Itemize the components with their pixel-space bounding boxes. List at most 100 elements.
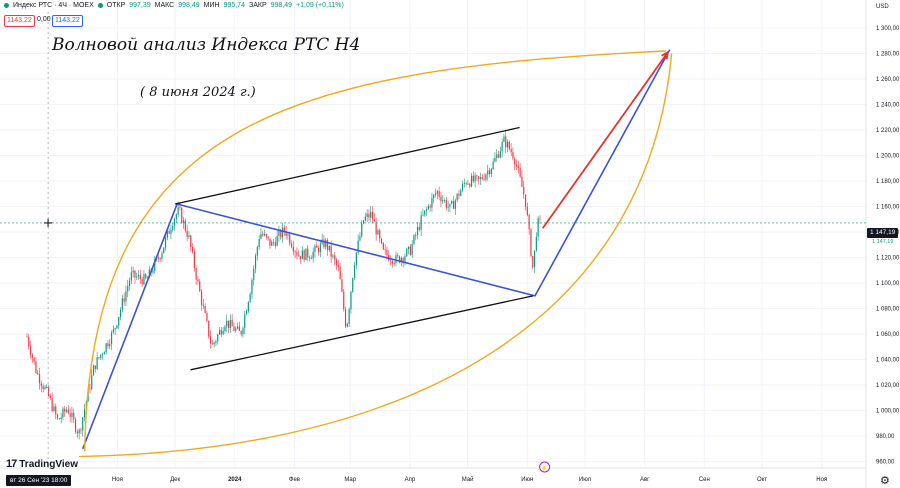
candle-body [67,409,69,414]
candle [60,412,62,424]
y-tick-label: 1 040,00 [876,358,900,364]
event-marker-icon[interactable] [539,461,551,473]
candle-body [116,325,118,328]
candle [254,253,257,274]
candle [530,227,532,257]
candle [472,171,474,184]
candle [479,172,482,185]
candle [208,320,210,339]
candle-body [460,190,462,196]
candle [69,408,71,423]
candle [449,203,451,212]
candle-body [213,342,215,345]
candle [375,217,377,241]
candle [191,243,194,254]
buy-price-button[interactable]: 1143,22 [52,15,83,27]
candle-body [29,346,32,355]
candle [299,256,302,264]
high-value: 998,49 [178,2,200,9]
tradingview-logo[interactable]: 17 TradingView [6,458,78,470]
candle [465,181,467,187]
y-tick-label: 980,00 [876,434,895,440]
candle-body [523,186,525,195]
candle-body [154,259,156,271]
candle-body [195,268,197,280]
candle-body [508,141,510,149]
candle-body [526,206,528,216]
candle [382,242,384,251]
candle-body [334,255,336,260]
candle-body [137,275,140,277]
candle [353,261,356,281]
candle-body [240,331,242,335]
candle-body [290,243,293,247]
candle [175,213,177,224]
candle-body [269,238,271,246]
candle [326,237,329,256]
candle-body [519,168,521,177]
symbol-title[interactable]: Индекс РТС · 4Ч · MOEX [13,2,94,9]
candle-body [316,245,318,248]
candle-body [298,255,300,257]
time-axis[interactable]: Ноя Дек 2024 Фев Мар Апр Май Июн Июл Авг Сен Окт Ноя [0,467,866,483]
candle [434,188,437,198]
candle-body [310,258,312,260]
y-tick-label: 1 120,00 [876,256,900,262]
candle-body [47,387,50,396]
candle-body [190,235,192,248]
upper-arc[interactable] [83,50,666,452]
candle [436,190,438,199]
gear-icon[interactable]: ⚙ [880,475,890,487]
candle-body [326,239,329,250]
drawing-layer[interactable] [78,49,673,458]
wave-line[interactable] [82,49,671,450]
candle [321,233,323,245]
candle-body [218,330,221,335]
channel-upper-line[interactable] [174,126,520,205]
channel-lower-line[interactable] [190,295,534,371]
candle-body [506,141,509,148]
candle-body [323,239,325,248]
forecast-arrow-line[interactable] [541,51,669,229]
candle-body [251,279,253,295]
candle [121,295,123,313]
candle [431,192,433,213]
market-status-icon [4,3,9,8]
candle [44,385,46,391]
candle-body [490,168,492,174]
candle [355,251,357,270]
candle-body [303,250,305,261]
candle-body [62,408,64,418]
candle-body [215,340,217,343]
candle-body [233,326,235,331]
candle [164,234,167,251]
candle-body [146,277,149,279]
candle-body [424,210,426,215]
candle [334,251,336,265]
currency-label[interactable]: USD [876,4,889,10]
candle-body [357,240,359,253]
x-tick-label: Май [462,476,474,483]
candle-body [319,243,321,253]
candle-body [438,191,440,197]
sell-price-button[interactable]: 1143,22 [4,15,35,27]
candle-body [497,154,500,158]
price-axis-background [866,0,900,488]
candle [409,244,411,256]
candle [364,212,366,222]
candle-body [337,265,339,267]
candle-body [74,419,77,432]
legend-header: Индекс РТС · 4Ч · MOEX ОТКР 997,39 МАКС 99… [4,2,344,9]
candle-body [53,406,55,411]
candle [452,196,455,209]
candle-body [130,272,132,281]
candle [476,174,478,181]
lower-arc[interactable] [78,53,673,458]
candle-body [368,213,370,218]
y-tick-label: 1 260,00 [876,77,900,83]
candle-body [71,412,73,417]
candle-body [420,215,422,230]
candle [532,255,534,270]
candle-body [231,319,233,327]
